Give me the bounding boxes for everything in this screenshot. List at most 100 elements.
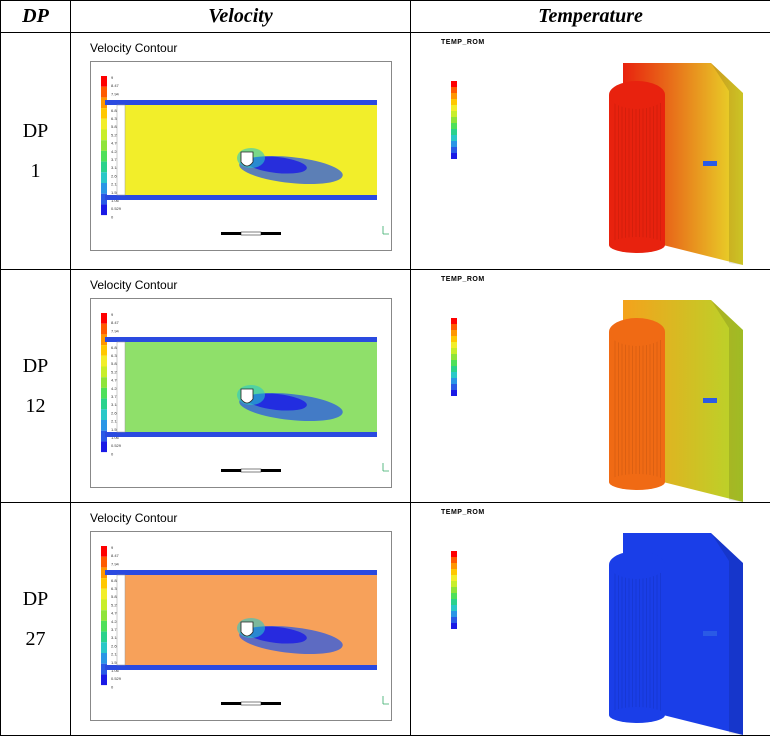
legend-swatch [451, 366, 457, 372]
cylinder-top [609, 551, 665, 579]
legend-tick-label: 8.47 [111, 320, 120, 325]
legend-swatch [101, 567, 107, 579]
legend-tick-label: 5.82 [111, 594, 120, 599]
legend-swatch [101, 118, 107, 130]
cylinder [609, 95, 665, 245]
velocity-cell: Velocity Contour98.477.947.416.886.355.8… [70, 502, 411, 736]
obstacle [240, 388, 254, 404]
legend-swatch [101, 588, 107, 600]
legend-swatch [451, 599, 457, 605]
legend-tick-label: 8.47 [111, 553, 120, 558]
legend-swatch [451, 551, 457, 557]
legend-tick-label: 5.29 [111, 369, 120, 374]
legend-swatch [101, 420, 107, 431]
velocity-plot: 98.477.947.416.886.355.825.294.764.243.7… [90, 298, 392, 488]
legend-swatch [101, 345, 107, 356]
velocity-cell: Velocity Contour98.477.947.416.886.355.8… [70, 32, 411, 270]
legend-swatch [101, 108, 107, 119]
temp-title: TEMP_ROM [441, 509, 485, 516]
legend-swatch [451, 111, 457, 117]
legend-swatch [101, 631, 107, 643]
legend-swatch [101, 674, 107, 686]
legend-tick-label: 0 [111, 451, 114, 456]
temp-title: TEMP_ROM [441, 276, 485, 283]
temperature-svg [451, 63, 743, 265]
legend-tick-label: 7.94 [111, 561, 120, 566]
legend-swatch [101, 546, 107, 557]
legend-tick-label: 6.35 [111, 116, 120, 121]
dp-label: DP [22, 120, 49, 142]
legend-tick-label: 2.65 [111, 643, 120, 648]
legend-tick-label: 2.65 [111, 410, 120, 415]
legend-swatch [451, 378, 457, 384]
legend-swatch [101, 204, 107, 216]
legend-tick-label: 1.06 [111, 668, 120, 673]
legend-swatch [101, 193, 107, 205]
legend-swatch [101, 663, 107, 675]
legend-swatch [451, 324, 457, 330]
legend-swatch [451, 557, 457, 563]
inlet [116, 341, 126, 433]
velocity-contour-svg: 98.477.947.416.886.355.825.294.764.243.7… [101, 75, 389, 236]
legend-tick-label: 8.47 [111, 83, 120, 88]
legend-swatch [101, 334, 107, 346]
legend-swatch [451, 354, 457, 360]
bottom-wall [105, 665, 377, 670]
legend-tick-label: 6.88 [111, 345, 120, 350]
legend-swatch [451, 330, 457, 336]
header-velocity: Velocity [70, 0, 411, 33]
legend-swatch [451, 623, 457, 629]
velocity-contour-title: Velocity Contour [90, 278, 178, 292]
legend-swatch [451, 390, 457, 396]
legend-swatch [101, 366, 107, 378]
legend-swatch [101, 578, 107, 589]
legend-swatch [451, 384, 457, 390]
cylinder-bottom [609, 707, 665, 723]
legend-swatch [451, 587, 457, 593]
velocity-plot: 98.477.947.416.886.355.825.294.764.243.7… [90, 61, 392, 251]
legend-swatch [451, 605, 457, 611]
probe-label [703, 631, 717, 636]
legend-tick-label: 9 [111, 545, 114, 550]
legend-tick-label: 6.88 [111, 108, 120, 113]
legend-swatch [101, 129, 107, 141]
legend-tick-label: 1.06 [111, 198, 120, 203]
legend-swatch [451, 81, 457, 87]
header-temperature: Temperature [410, 0, 770, 33]
legend-tick-label: 7.94 [111, 328, 120, 333]
legend-tick-label: 1.59 [111, 190, 120, 195]
legend-tick-label: 3.71 [111, 627, 120, 632]
legend-tick-label: 0.529 [111, 676, 122, 681]
top-wall [105, 100, 377, 105]
legend-swatch [101, 313, 107, 324]
temp-title: TEMP_ROM [441, 39, 485, 46]
axis-triad [382, 696, 389, 705]
inlet [116, 104, 126, 196]
temperature-svg [451, 300, 743, 502]
scale-bar-segment [240, 701, 262, 706]
legend-swatch [451, 336, 457, 342]
plate-side [711, 300, 743, 502]
legend-tick-label: 6.35 [111, 353, 120, 358]
legend-swatch [101, 355, 107, 367]
velocity-contour-svg: 98.477.947.416.886.355.825.294.764.243.7… [101, 312, 389, 473]
legend-swatch [451, 147, 457, 153]
legend-tick-label: 2.12 [111, 419, 120, 424]
legend-tick-label: 4.24 [111, 386, 120, 391]
temperature-cell: TEMP_ROM [410, 32, 770, 270]
legend-tick-label: 6.35 [111, 586, 120, 591]
top-wall [105, 337, 377, 342]
dp-label: DP [22, 588, 49, 610]
legend-swatch [451, 360, 457, 366]
axis-triad [382, 463, 389, 472]
legend-swatch [101, 161, 107, 173]
dp-number: 27 [25, 628, 46, 650]
legend-tick-label: 0.529 [111, 443, 122, 448]
legend-tick-label: 5.29 [111, 132, 120, 137]
legend-swatch [451, 87, 457, 93]
legend-tick-label: 3.18 [111, 635, 120, 640]
legend-tick-label: 2.12 [111, 182, 120, 187]
velocity-contour-title: Velocity Contour [90, 41, 178, 55]
legend-swatch [451, 135, 457, 141]
